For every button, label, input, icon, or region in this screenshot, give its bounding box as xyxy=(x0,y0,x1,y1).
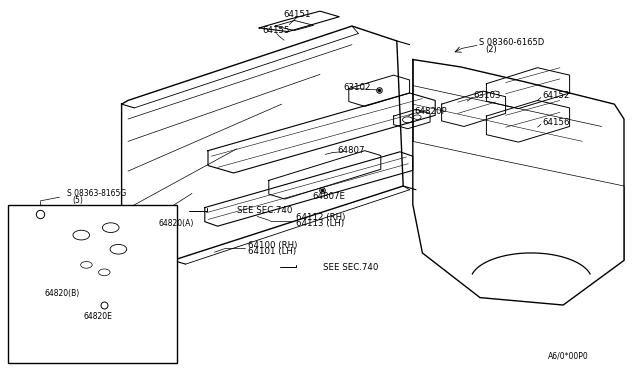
Text: SEE SEC.740: SEE SEC.740 xyxy=(237,206,292,215)
Text: 64807: 64807 xyxy=(337,146,364,155)
Text: S 08360-6165D: S 08360-6165D xyxy=(479,38,544,47)
Text: 64807E: 64807E xyxy=(312,192,346,201)
Text: 63103: 63103 xyxy=(474,92,501,100)
Text: 64100 (RH): 64100 (RH) xyxy=(248,241,297,250)
Text: 64820E: 64820E xyxy=(83,312,112,321)
Text: 64820P: 64820P xyxy=(415,107,447,116)
Text: 63102: 63102 xyxy=(344,83,371,92)
Text: A6/0*00P0: A6/0*00P0 xyxy=(548,352,589,361)
Bar xyxy=(8,205,177,363)
Text: 64820(A): 64820(A) xyxy=(158,219,193,228)
Text: 64156: 64156 xyxy=(543,118,570,127)
Text: SEE SEC.740: SEE SEC.740 xyxy=(323,263,379,272)
Text: 64820(B): 64820(B) xyxy=(45,289,80,298)
Text: 64155: 64155 xyxy=(263,26,290,35)
Text: 64151: 64151 xyxy=(284,10,311,19)
Text: S 08363-8165G: S 08363-8165G xyxy=(67,189,127,198)
Text: 64112 (RH): 64112 (RH) xyxy=(296,213,345,222)
Text: 64101 (LH): 64101 (LH) xyxy=(248,247,296,256)
Text: 64152: 64152 xyxy=(543,92,570,100)
Text: (2): (2) xyxy=(485,45,497,54)
Text: 64113 (LH): 64113 (LH) xyxy=(296,219,344,228)
Text: (5): (5) xyxy=(72,196,83,205)
